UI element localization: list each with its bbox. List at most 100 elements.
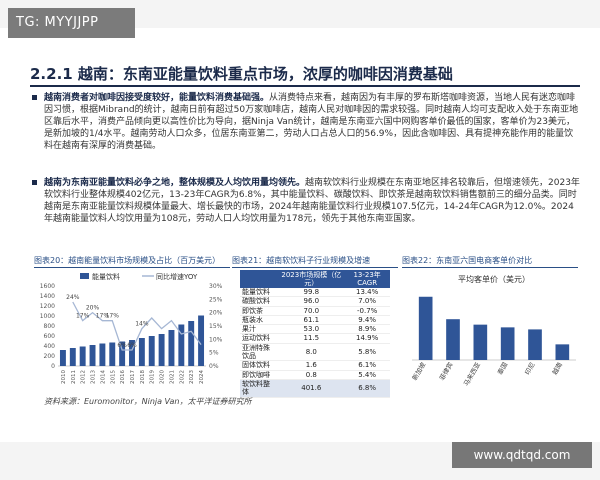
yoy-point-label: 24% bbox=[66, 294, 80, 301]
y2-tick-label: 20% bbox=[209, 310, 223, 317]
yoy-point-label: 17% bbox=[76, 313, 90, 320]
table-cell-cagr: 6.8% bbox=[344, 379, 390, 398]
table-cell-category: 碳酸饮料 bbox=[240, 296, 279, 307]
y2-tick-label: 10% bbox=[209, 336, 223, 343]
table-header-cagr: 13-23年CAGR bbox=[344, 270, 390, 288]
bar-aov bbox=[473, 324, 488, 360]
table-cell-category: 瓶装水 bbox=[240, 315, 279, 326]
bar-energy bbox=[119, 341, 126, 366]
table-cell-category: 固体饮料 bbox=[240, 360, 279, 371]
figure-22-label: 图表22：东南亚六国电商客单价对比 bbox=[402, 256, 533, 265]
bar-aov bbox=[500, 327, 515, 360]
yoy-point-label: 6% bbox=[117, 342, 127, 349]
bar-energy bbox=[178, 324, 185, 366]
yoy-point-label: 17% bbox=[96, 313, 110, 320]
x-tick-label: 2024 bbox=[199, 370, 205, 384]
channel-tag: TG: MYYJJPP bbox=[8, 8, 135, 38]
table-header-size: 2023市场规模（亿元） bbox=[278, 270, 345, 288]
yoy-point-label: 17% bbox=[106, 313, 120, 320]
bullet-1-text: 从消费特点来看，越南因为有丰厚的罗布斯塔咖啡资源，当地人民有迷恋咖啡因习惯，根据… bbox=[44, 93, 579, 151]
table-cell-cagr: 8.9% bbox=[344, 324, 390, 335]
table-cell-category: 运动饮料 bbox=[240, 333, 279, 344]
yoy-point-label: 14% bbox=[135, 321, 149, 328]
bar-aov bbox=[555, 344, 570, 360]
table-cell-size: 1.6 bbox=[278, 360, 345, 371]
bar-energy bbox=[99, 343, 106, 366]
bar-energy bbox=[188, 321, 195, 366]
x-tick-label: 2012 bbox=[81, 370, 87, 384]
x-tick-label: 2023 bbox=[189, 370, 195, 384]
x-tick-label: 2010 bbox=[61, 370, 67, 384]
table-cell-cagr: 9.4% bbox=[344, 315, 390, 326]
table-cell-cagr: 5.4% bbox=[344, 370, 390, 380]
bar-aov bbox=[528, 329, 542, 360]
x-tick-label: 2018 bbox=[140, 370, 146, 384]
table-cell-category: 即饮茶 bbox=[240, 306, 279, 316]
site-watermark: www.qdtqd.com bbox=[452, 442, 592, 468]
y-tick-label: 600 bbox=[44, 333, 56, 340]
bar-aov bbox=[418, 296, 433, 360]
y-tick-label: 1000 bbox=[40, 313, 55, 320]
table-cell-size: 0.8 bbox=[278, 370, 345, 380]
table-row: 固体饮料 1.6 6.1% bbox=[240, 360, 390, 371]
bar-energy bbox=[79, 346, 86, 366]
y-tick-label: 0 bbox=[51, 363, 55, 370]
bullet-paragraph-2: 越南为东南亚能量饮料必争之地，整体规模及人均饮用量均领先。越南软饮料行业规模在东… bbox=[32, 177, 580, 225]
x-tick-label: 2017 bbox=[130, 370, 136, 384]
bar-aov bbox=[446, 319, 460, 360]
figure-20-label: 图表20：越南能量饮料市场规模及占比（百万美元） bbox=[34, 256, 221, 265]
table-cell-category: 果汁 bbox=[240, 324, 279, 335]
x-tick-label: 2019 bbox=[150, 370, 156, 384]
ecommerce-aov-chart: 平均客单价（美元） 新加坡 菲律宾 马来西亚 泰国 印尼 越南 bbox=[410, 274, 576, 388]
bar-energy bbox=[109, 342, 116, 366]
bar-energy bbox=[158, 334, 165, 366]
table-cell-cagr: 14.9% bbox=[344, 333, 390, 344]
table-cell-cagr: 6.1% bbox=[344, 360, 390, 371]
section-title: 2.2.1 越南：东南亚能量饮料重点市场，浓厚的咖啡因消费基础 bbox=[30, 65, 453, 83]
table-row: 亚洲特殊饮品 8.0 5.8% bbox=[240, 343, 390, 362]
table-cell-category: 即饮咖啡 bbox=[240, 370, 279, 380]
legend-swatch-energy bbox=[80, 273, 89, 279]
x-tick-label: 2014 bbox=[100, 370, 106, 384]
figure-22-rule bbox=[402, 267, 578, 268]
table-cell-size: 53.0 bbox=[278, 324, 345, 335]
bullet-2-text: 越南软饮料行业规模在东南亚地区排名较靠后，但增速领先，2023年软饮料行业整体规… bbox=[44, 178, 580, 224]
x-tick-label: 2016 bbox=[120, 370, 126, 384]
table-cell-category: 亚洲特殊饮品 bbox=[240, 343, 279, 362]
figure-21-rule bbox=[232, 267, 398, 268]
x-tick-label: 新加坡 bbox=[410, 360, 428, 382]
yoy-point-label: 20% bbox=[86, 305, 100, 312]
table-cell-size: 96.0 bbox=[278, 296, 345, 307]
x-tick-label: 2022 bbox=[179, 370, 185, 384]
y-tick-label: 1400 bbox=[40, 293, 55, 300]
bar-energy bbox=[129, 340, 135, 366]
table-row: 能量饮料 99.8 13.4% bbox=[240, 288, 390, 298]
bullet-square-icon bbox=[32, 95, 37, 100]
table-row: 运动饮料 11.5 14.9% bbox=[240, 333, 390, 344]
table-cell-category: 软饮料整体 bbox=[240, 379, 279, 398]
table-cell-cagr: -0.7% bbox=[344, 306, 390, 316]
table-row: 瓶装水 61.1 9.4% bbox=[240, 315, 390, 326]
x-tick-label: 2013 bbox=[91, 370, 97, 384]
y-tick-label: 200 bbox=[44, 353, 56, 360]
x-tick-label: 马来西亚 bbox=[462, 361, 482, 388]
legend-label-energy: 能量饮料 bbox=[92, 272, 120, 281]
bar-energy bbox=[168, 330, 175, 366]
figure-20-rule bbox=[34, 267, 230, 268]
y-tick-label: 800 bbox=[44, 323, 56, 330]
y2-tick-label: 5% bbox=[209, 350, 219, 357]
bar-energy bbox=[59, 350, 66, 366]
table-cell-size: 11.5 bbox=[278, 333, 345, 344]
figure-21-label: 图表21：越南软饮料子行业规模及增速 bbox=[232, 256, 371, 265]
table-cell-size: 61.1 bbox=[278, 315, 345, 326]
table-cell-cagr: 13.4% bbox=[344, 288, 390, 298]
bullet-2-lead: 越南为东南亚能量饮料必争之地，整体规模及人均饮用量均领先。 bbox=[44, 178, 306, 188]
x-tick-label: 2011 bbox=[71, 370, 77, 384]
table-row: 碳酸饮料 96.0 7.0% bbox=[240, 296, 390, 307]
table-row: 果汁 53.0 8.9% bbox=[240, 324, 390, 335]
bullet-paragraph-1: 越南消费者对咖啡因接受度较好，能量饮料消费基础强。从消费特点来看，越南因为有丰厚… bbox=[32, 92, 580, 152]
x-tick-label: 印尼 bbox=[523, 361, 536, 376]
chart-title: 平均客单价（美元） bbox=[458, 274, 530, 284]
yoy-point-label: 6% bbox=[127, 342, 137, 349]
y-tick-label: 1200 bbox=[40, 303, 55, 310]
